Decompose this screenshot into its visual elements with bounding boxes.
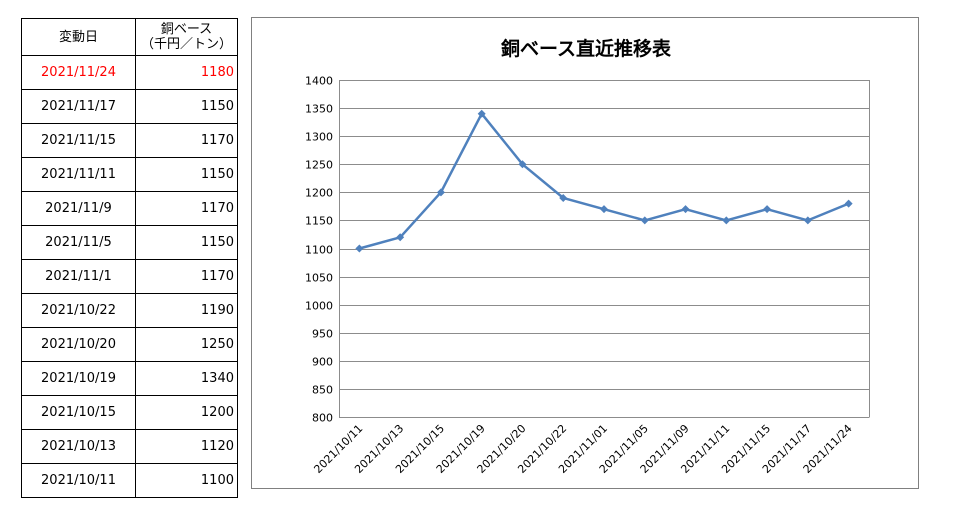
data-point: [396, 233, 405, 242]
y-tick-label: 800: [312, 412, 333, 425]
y-tick-label: 1350: [305, 103, 333, 116]
data-point: [803, 216, 812, 225]
row-value: 1170: [135, 259, 238, 294]
row-value: 1150: [135, 225, 238, 260]
y-tick-label: 1100: [305, 244, 333, 257]
row-date: 2021/11/17: [21, 89, 136, 124]
table-row: 2021/10/20 1250: [21, 327, 238, 362]
row-value: 1340: [135, 361, 238, 396]
grid-layer: [339, 80, 870, 418]
row-date: 2021/11/5: [21, 225, 136, 260]
y-tick-label: 1200: [305, 187, 333, 200]
x-tick-labels: 2021/10/112021/10/132021/10/152021/10/19…: [311, 422, 854, 476]
table-row: 2021/10/22 1190: [21, 293, 238, 328]
row-value: 1150: [135, 89, 238, 124]
row-value: 1180: [135, 55, 238, 90]
data-point: [518, 160, 527, 169]
y-tick-labels: 800 850 900 950 1000 1050 1100 1150 1200 1250 1300…: [305, 75, 333, 425]
data-point: [763, 205, 772, 214]
y-tick-label: 950: [312, 328, 333, 341]
table-row: 2021/11/1 1170: [21, 259, 238, 294]
row-date: 2021/11/11: [21, 157, 136, 192]
row-value: 1100: [135, 463, 238, 498]
data-point: [722, 216, 731, 225]
y-tick-label: 1050: [305, 272, 333, 285]
data-point: [436, 188, 445, 197]
row-date: 2021/10/22: [21, 293, 136, 328]
table-row: 2021/11/15 1170: [21, 123, 238, 158]
data-point: [844, 199, 853, 208]
row-value: 1190: [135, 293, 238, 328]
table-row: 2021/10/15 1200: [21, 395, 238, 430]
chart-title: 銅ベース直近推移表: [501, 37, 672, 60]
row-date: 2021/10/15: [21, 395, 136, 430]
row-value: 1150: [135, 157, 238, 192]
y-tick-label: 1400: [305, 75, 333, 88]
data-point: [559, 193, 568, 202]
table-body: 変動日 銅ベース （千円／トン） 2021/11/24 1180 2021/11/1…: [21, 18, 238, 498]
header-value: 銅ベース （千円／トン）: [135, 18, 238, 56]
row-value: 1170: [135, 123, 238, 158]
header-date: 変動日: [21, 18, 136, 56]
table-row: 2021/11/9 1170: [21, 191, 238, 226]
table-row: 2021/10/19 1340: [21, 361, 238, 396]
table-header-row: 変動日 銅ベース （千円／トン）: [21, 18, 238, 56]
y-tick-label: 1000: [305, 300, 333, 313]
row-date: 2021/11/15: [21, 123, 136, 158]
series-line: [359, 112, 850, 250]
y-tick-label: 1300: [305, 131, 333, 144]
row-value: 1120: [135, 429, 238, 464]
table-row: 2021/11/11 1150: [21, 157, 238, 192]
header-value-line2: （千円／トン）: [140, 37, 232, 52]
row-value: 1200: [135, 395, 238, 430]
row-date: 2021/10/20: [21, 327, 136, 362]
series-layer: [355, 109, 853, 253]
row-date: 2021/10/13: [21, 429, 136, 464]
table-row: 2021/11/17 1150: [21, 89, 238, 124]
table-row: 2021/11/5 1150: [21, 225, 238, 260]
table-row: 2021/11/24 1180: [21, 55, 238, 90]
y-tick-label: 900: [312, 356, 333, 369]
row-date: 2021/11/9: [21, 191, 136, 226]
price-table: 変動日 銅ベース （千円／トン） 2021/11/24 1180 2021/11/1…: [21, 18, 238, 498]
row-value: 1250: [135, 327, 238, 362]
data-point: [477, 109, 486, 118]
row-date: 2021/11/1: [21, 259, 136, 294]
y-tick-label: 1150: [305, 215, 333, 228]
data-point: [355, 244, 364, 253]
table-row: 2021/10/11 1100: [21, 463, 238, 498]
table-row: 2021/10/13 1120: [21, 429, 238, 464]
row-date: 2021/11/24: [21, 55, 136, 90]
row-date: 2021/10/19: [21, 361, 136, 396]
header-value-line1: 銅ベース: [160, 22, 213, 37]
y-tick-label: 850: [312, 384, 333, 397]
data-point: [640, 216, 649, 225]
chart-frame: 銅ベース直近推移表 800 850 900 950 1000 1050 1100 1150 12…: [251, 17, 919, 489]
line-chart: 銅ベース直近推移表 800 850 900 950 1000 1050 1100 1150 12…: [305, 37, 870, 476]
data-point: [681, 205, 690, 214]
row-value: 1170: [135, 191, 238, 226]
row-date: 2021/10/11: [21, 463, 136, 498]
data-point: [600, 205, 608, 214]
y-tick-label: 1250: [305, 159, 333, 172]
